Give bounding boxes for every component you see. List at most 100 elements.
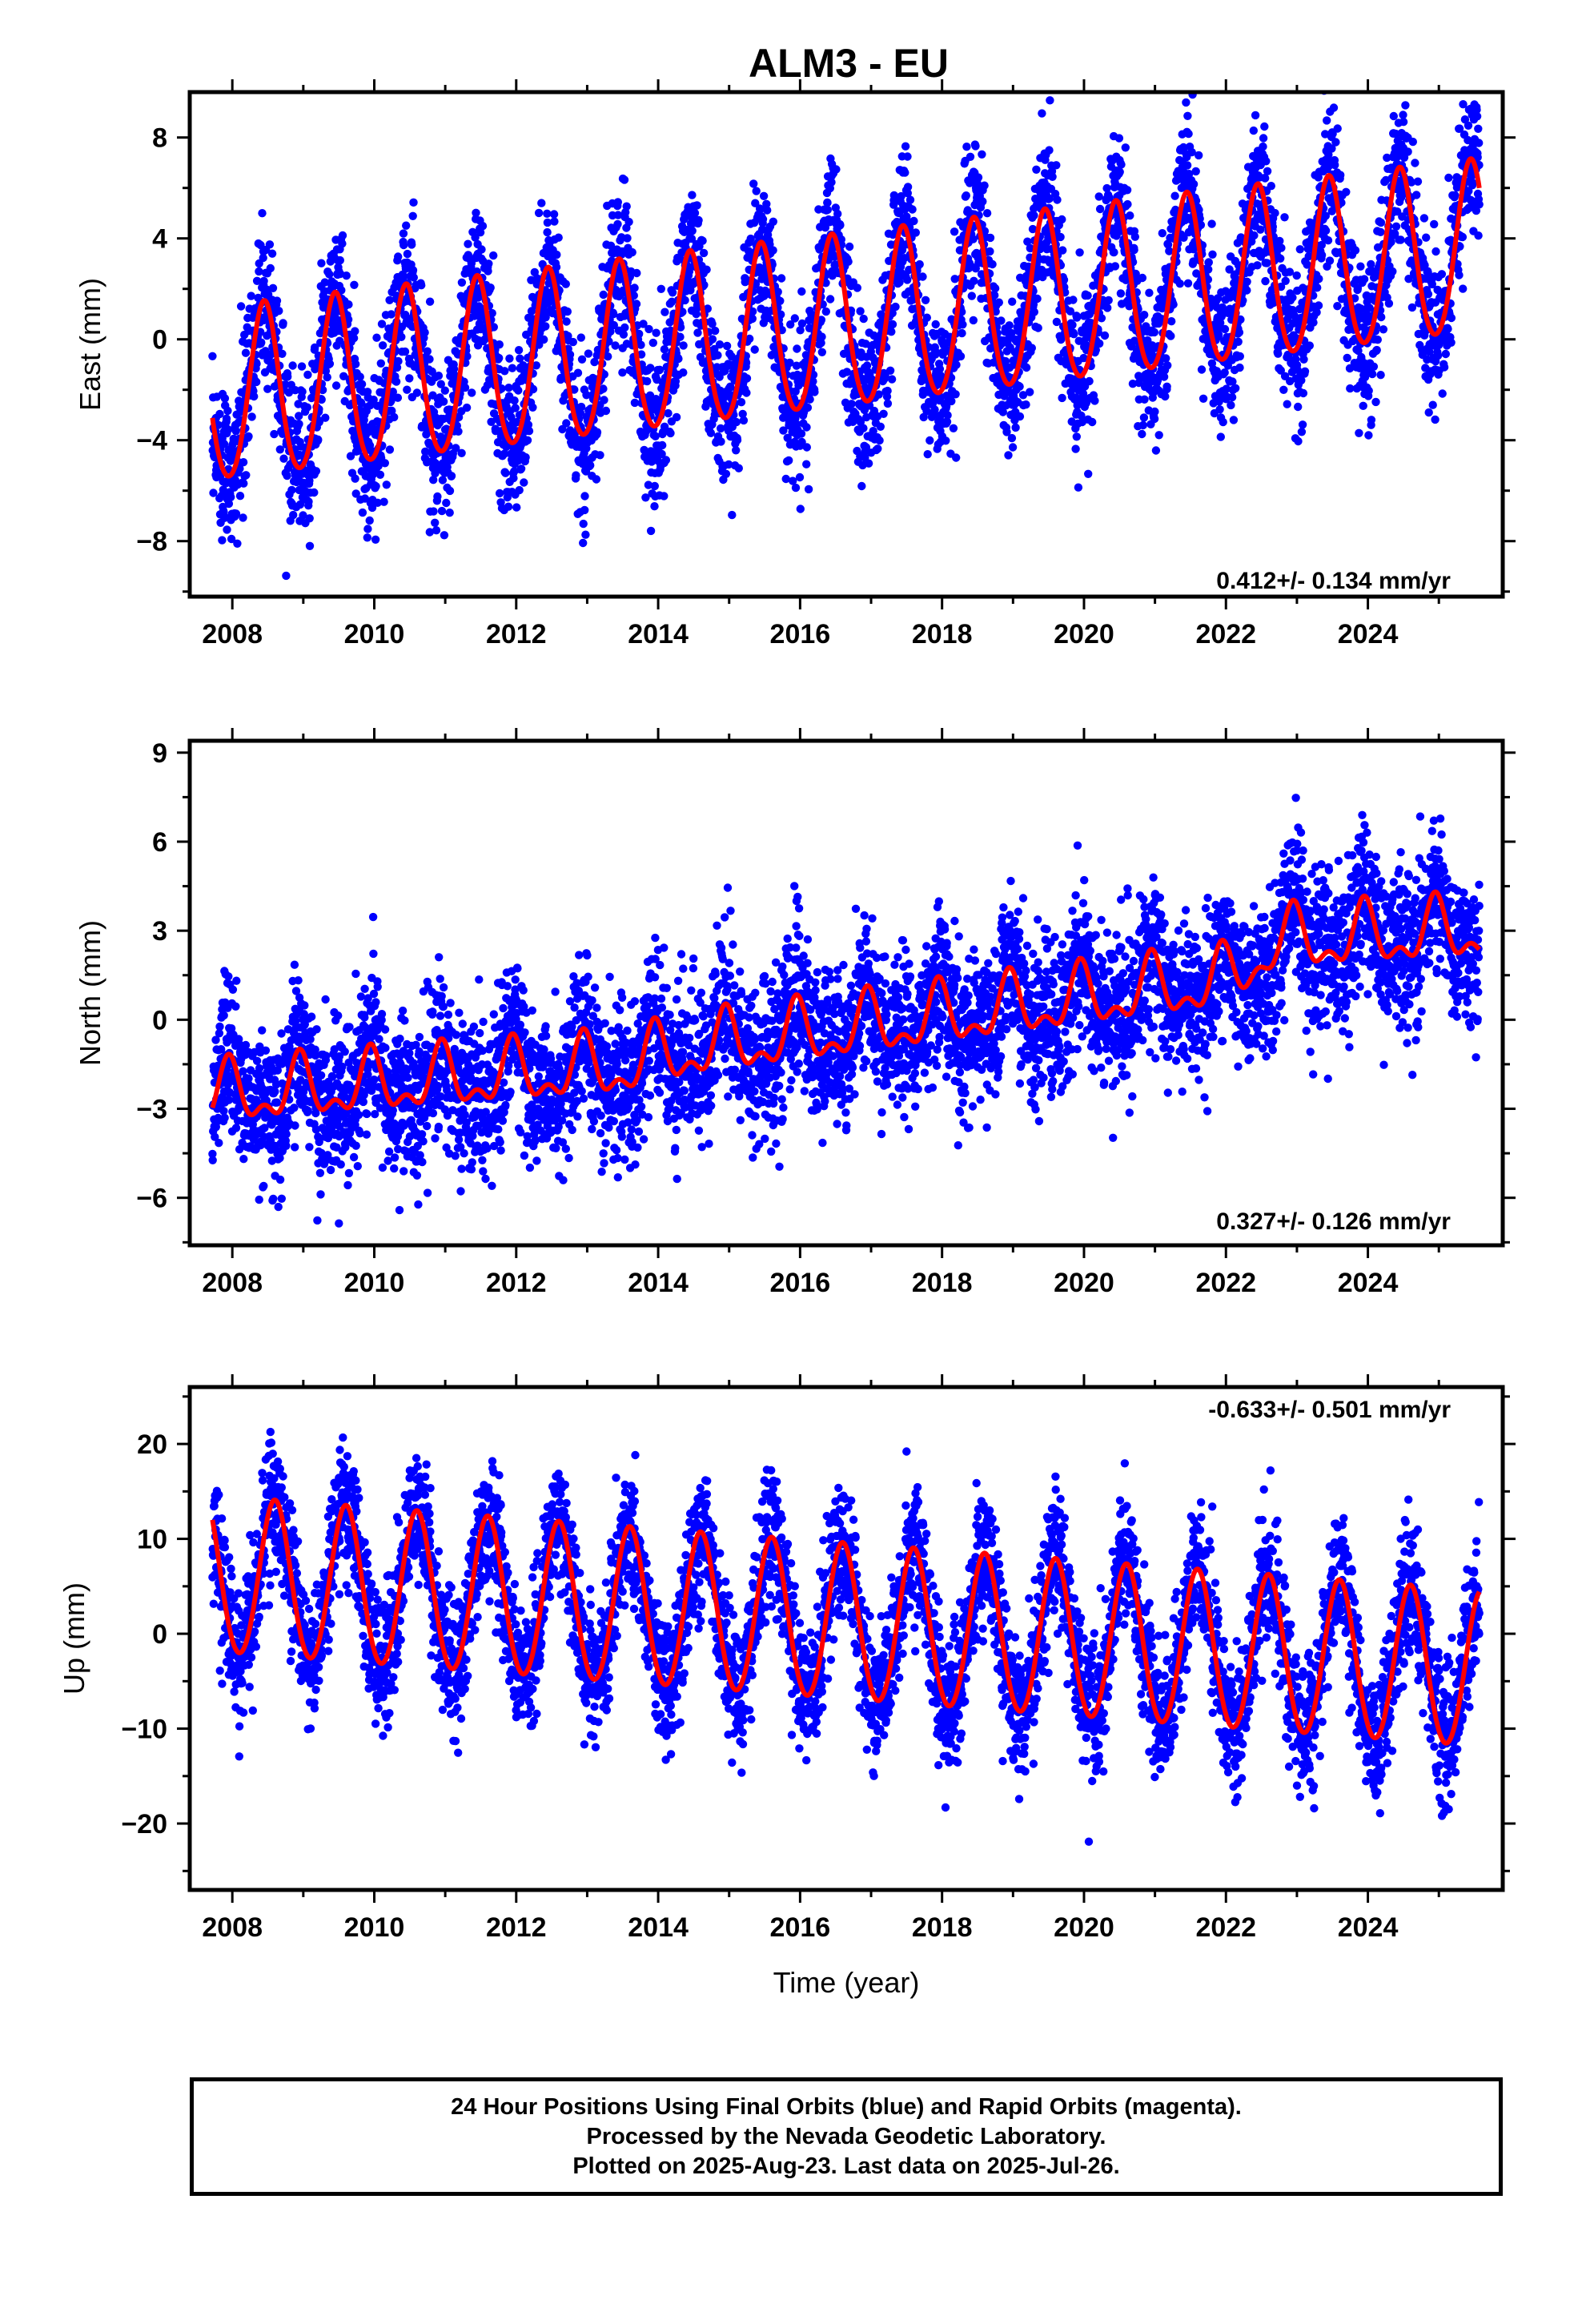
data-point — [887, 328, 896, 336]
data-point — [678, 308, 687, 316]
data-point — [923, 450, 932, 459]
data-point — [1150, 407, 1159, 416]
data-point — [969, 316, 978, 325]
data-point — [1026, 388, 1034, 396]
data-point — [1367, 416, 1376, 424]
data-point — [974, 173, 983, 182]
data-point — [236, 408, 245, 416]
data-point — [802, 460, 811, 468]
data-point — [887, 375, 897, 384]
data-point — [759, 191, 769, 200]
data-point — [325, 270, 334, 279]
data-point — [399, 273, 408, 283]
data-point — [802, 423, 811, 432]
data-point — [388, 388, 397, 396]
data-point — [282, 571, 291, 581]
data-point — [279, 319, 287, 328]
data-point — [1032, 165, 1041, 174]
data-point — [244, 432, 253, 441]
data-point — [1008, 297, 1017, 306]
data-point — [1151, 446, 1161, 455]
data-point — [632, 268, 641, 278]
data-point — [750, 345, 759, 354]
data-point — [1373, 336, 1383, 344]
data-point — [417, 281, 426, 290]
data-point — [288, 361, 297, 370]
data-point — [224, 499, 234, 509]
data-point — [1204, 258, 1214, 267]
data-point — [454, 427, 463, 436]
data-point — [962, 143, 971, 151]
data-point — [233, 539, 242, 548]
data-point — [1030, 308, 1039, 316]
data-point — [425, 355, 434, 364]
data-point — [1323, 236, 1333, 245]
data-point — [636, 340, 645, 349]
data-point — [1372, 345, 1381, 355]
data-point — [375, 470, 385, 479]
data-point — [661, 308, 669, 316]
data-point — [1074, 483, 1083, 492]
data-point — [732, 446, 741, 455]
data-point — [495, 489, 504, 498]
data-point — [821, 307, 831, 316]
data-point — [604, 337, 613, 346]
data-point — [951, 390, 960, 399]
data-point — [252, 377, 261, 387]
data-point — [231, 427, 240, 436]
data-point — [1033, 294, 1042, 304]
data-point — [656, 284, 665, 293]
data-point — [685, 267, 694, 276]
data-point — [1336, 171, 1345, 179]
data-point — [304, 497, 313, 506]
data-point — [708, 320, 717, 328]
data-point — [314, 435, 323, 444]
data-point — [1084, 469, 1093, 478]
data-point — [268, 283, 278, 292]
data-point — [1243, 286, 1251, 295]
data-point — [320, 278, 329, 287]
data-point — [357, 380, 367, 388]
data-point — [495, 340, 504, 349]
data-point — [500, 367, 509, 376]
data-point — [742, 374, 752, 383]
data-point — [519, 361, 528, 370]
data-point — [1321, 226, 1331, 235]
data-point — [511, 404, 520, 412]
data-point — [514, 346, 524, 355]
data-point — [247, 412, 256, 421]
data-point — [1138, 429, 1146, 439]
data-point — [390, 412, 399, 422]
data-point — [1227, 392, 1237, 402]
data-point — [1275, 236, 1284, 246]
data-point — [650, 481, 659, 491]
data-point — [323, 372, 331, 382]
panels: 2008 2010 2012 2014 2016 2018 2020 2022 2024−8−4… — [58, 79, 1516, 1999]
data-point — [978, 150, 986, 159]
data-point — [671, 376, 681, 386]
data-point — [580, 505, 589, 515]
data-point — [1094, 192, 1103, 201]
data-point — [543, 218, 552, 227]
data-point — [681, 296, 689, 305]
data-point — [1022, 363, 1031, 372]
data-point — [377, 320, 387, 328]
data-point — [613, 198, 622, 207]
data-point — [966, 152, 975, 161]
data-point — [382, 480, 391, 489]
data-point — [1331, 138, 1340, 147]
data-point — [797, 429, 806, 438]
data-point — [295, 420, 303, 428]
data-point — [403, 385, 412, 394]
data-point — [853, 283, 862, 292]
data-point — [474, 293, 483, 302]
data-point — [1027, 344, 1037, 352]
data-point — [521, 452, 530, 462]
data-point — [661, 456, 671, 464]
data-point — [1175, 279, 1185, 288]
data-point — [674, 354, 683, 364]
data-point — [1034, 324, 1042, 332]
data-point — [239, 513, 247, 522]
data-point — [644, 480, 653, 489]
data-point — [1262, 157, 1271, 166]
